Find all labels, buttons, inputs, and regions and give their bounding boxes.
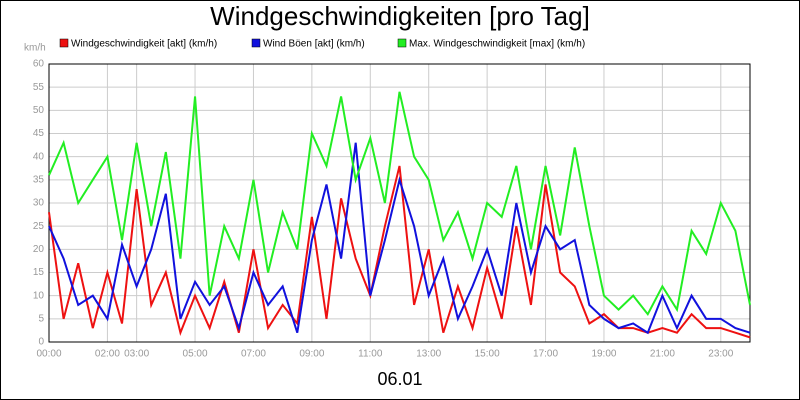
chart-title: Windgeschwindigkeiten [pro Tag]	[210, 1, 590, 31]
x-tick-label: 02:00	[95, 349, 120, 360]
y-tick-label: 0	[38, 337, 44, 348]
x-tick-label: 07:00	[241, 349, 266, 360]
series-line	[48, 142, 751, 335]
y-tick-label: 30	[33, 198, 45, 209]
x-tick-label: 13:00	[416, 349, 441, 360]
y-tick-label: 55	[33, 82, 45, 93]
x-tick-label: 03:00	[124, 349, 149, 360]
y-tick-label: 5	[38, 313, 44, 324]
legend-swatch	[397, 38, 407, 48]
y-tick-label: 50	[33, 105, 45, 116]
y-tick-label: 25	[33, 221, 45, 232]
y-tick-label: 10	[33, 290, 45, 301]
x-tick-label: 15:00	[475, 349, 500, 360]
legend-label: Wind Böen [akt] (km/h)	[263, 39, 365, 50]
legend-label: Windgeschwindigkeit [akt] (km/h)	[71, 39, 217, 50]
y-unit: km/h	[24, 43, 46, 54]
y-tick-label: 45	[33, 128, 45, 139]
x-tick-label: 17:00	[533, 349, 558, 360]
y-tick-label: 35	[33, 174, 45, 185]
y-tick-label: 15	[33, 267, 45, 278]
x-tick-label: 23:00	[708, 349, 733, 360]
legend-swatch	[251, 38, 261, 48]
x-tick-label: 09:00	[299, 349, 324, 360]
y-tick-label: 60	[33, 59, 45, 70]
legend-label: Max. Windgeschwindigkeit [max] (km/h)	[409, 39, 585, 50]
plot-border	[48, 63, 751, 343]
y-tick-label: 40	[33, 151, 45, 162]
x-tick-label: 19:00	[591, 349, 616, 360]
x-tick-label: 00:00	[36, 349, 61, 360]
series-line	[48, 165, 751, 339]
y-tick-label: 20	[33, 244, 45, 255]
series-line	[48, 91, 751, 317]
x-tick-label: 11:00	[358, 349, 383, 360]
x-label: 06.01	[377, 369, 422, 389]
legend-swatch	[59, 38, 69, 48]
x-tick-label: 21:00	[650, 349, 675, 360]
x-tick-label: 05:00	[183, 349, 208, 360]
